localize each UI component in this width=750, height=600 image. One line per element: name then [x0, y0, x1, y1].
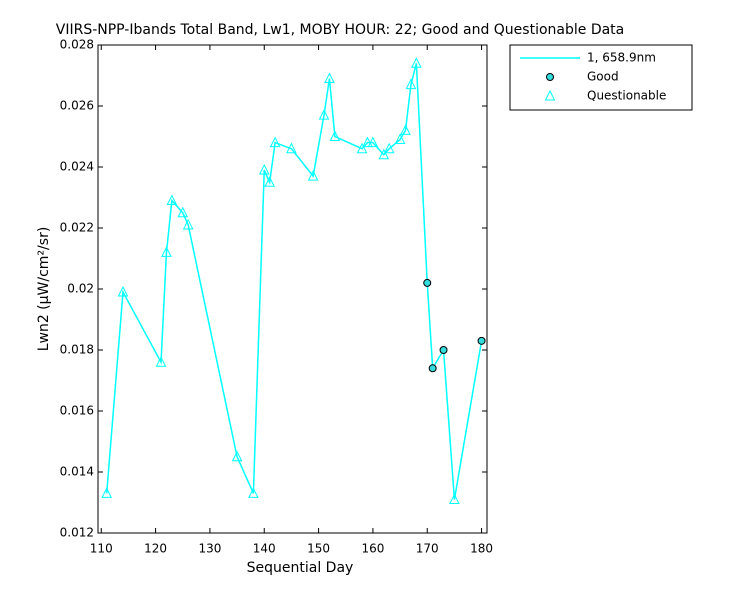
- legend-box: [509, 44, 693, 111]
- questionable-marker: [101, 487, 113, 498]
- questionable-marker: [362, 136, 373, 148]
- y-tick-label: 0.024: [60, 160, 94, 174]
- good-marker: [439, 346, 448, 354]
- legend-label: 1, 658.9nm: [587, 51, 656, 65]
- y-tick-label: 0.018: [60, 343, 94, 357]
- questionable-marker: [161, 246, 172, 257]
- questionable-marker: [405, 78, 417, 90]
- y-tick-label: 0.026: [60, 99, 94, 113]
- legend-marker: [544, 89, 556, 101]
- questionable-marker: [286, 142, 297, 154]
- y-tick-label: 0.016: [60, 404, 94, 418]
- x-tick-label: 110: [90, 542, 113, 556]
- x-axis-label: Sequential Day: [247, 560, 354, 576]
- questionable-marker: [411, 57, 422, 68]
- questionable-marker: [324, 72, 335, 84]
- good-marker: [423, 278, 432, 287]
- legend-marker: [546, 73, 554, 81]
- x-tick-label: 150: [307, 542, 330, 556]
- questionable-marker: [117, 285, 129, 297]
- chart-title: VIIRS-NPP-Ibands Total Band, Lw1, MOBY H…: [56, 22, 625, 38]
- legend-label: Questionable: [587, 89, 666, 103]
- good-marker: [477, 336, 486, 345]
- y-tick-label: 0.028: [60, 38, 94, 52]
- questionable-marker: [177, 206, 189, 218]
- questionable-marker: [248, 487, 259, 498]
- questionable-marker: [307, 170, 319, 181]
- y-tick-label: 0.014: [60, 465, 94, 479]
- x-tick-label: 130: [198, 542, 221, 556]
- y-tick-label: 0.02: [67, 282, 94, 296]
- questionable-marker: [329, 130, 341, 141]
- questionable-marker: [378, 148, 390, 160]
- plot-frame: [97, 44, 488, 534]
- x-tick-label: 120: [144, 542, 167, 556]
- questionable-marker: [264, 176, 275, 187]
- x-tick-label: 160: [361, 542, 384, 556]
- x-tick-label: 140: [253, 542, 276, 556]
- y-tick-label: 0.022: [60, 221, 94, 235]
- questionable-marker: [383, 142, 395, 154]
- questionable-marker: [356, 142, 368, 154]
- questionable-marker: [182, 218, 194, 230]
- questionable-marker: [231, 450, 243, 462]
- y-axis-label: Lwn2 (µW/cm²/sr): [36, 227, 52, 352]
- questionable-marker: [166, 194, 178, 206]
- legend-label: Good: [587, 70, 619, 84]
- data-line: [105, 63, 483, 500]
- x-tick-label: 180: [470, 542, 493, 556]
- questionable-marker: [269, 136, 281, 148]
- y-tick-label: 0.012: [60, 526, 94, 540]
- questionable-marker: [400, 124, 411, 135]
- x-tick-label: 170: [416, 542, 439, 556]
- questionable-marker: [258, 163, 270, 175]
- questionable-marker: [449, 493, 460, 504]
- questionable-marker: [394, 133, 406, 145]
- questionable-marker: [155, 356, 167, 367]
- good-marker: [428, 364, 437, 373]
- questionable-marker: [318, 109, 330, 120]
- questionable-marker: [367, 136, 379, 148]
